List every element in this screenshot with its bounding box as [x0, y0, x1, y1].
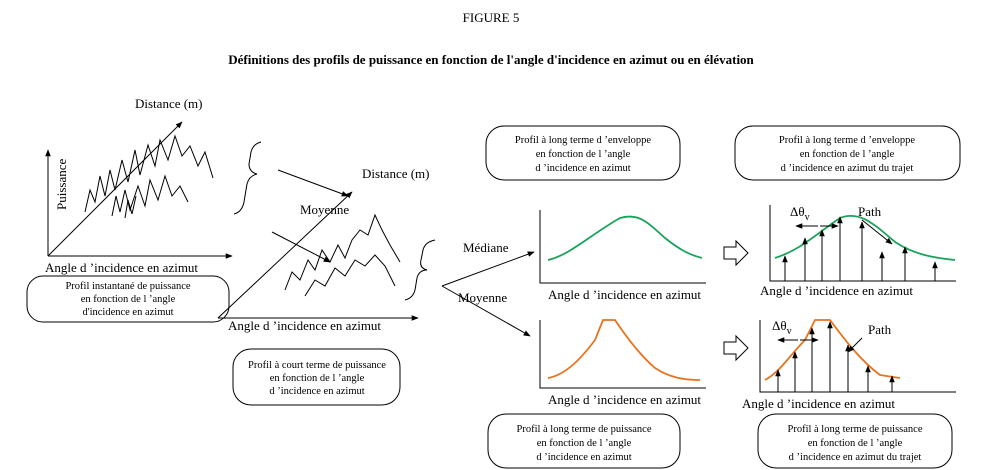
average-label: Moyenne	[300, 202, 349, 217]
brace	[233, 141, 262, 215]
power-paths-plot	[759, 319, 956, 393]
caption-line: d ’incidence en azimut	[535, 163, 630, 174]
arrow	[723, 239, 749, 267]
figure-number: FIGURE 5	[463, 10, 520, 25]
caption-line: d ’incidence en azimut du trajet	[781, 163, 914, 174]
caption-line: Profil à long terme de puissance	[787, 424, 922, 435]
caption-line: d ’incidence en azimut	[536, 452, 631, 463]
instant-plot	[45, 121, 233, 259]
mean-label: Moyenne	[458, 290, 507, 305]
caption-line: en fonction de l ’angle	[536, 149, 631, 160]
brace	[404, 239, 436, 301]
caption-line: en fonction de l ’angle	[808, 438, 903, 449]
caption-line: d ’incidence en azimut du trajet	[789, 452, 922, 463]
path-label: Path	[858, 204, 882, 219]
axis-label: Angle d ’incidence en azimut	[760, 283, 913, 298]
median-label: Médiane	[463, 240, 509, 255]
caption-line: Profil à long terme d ’enveloppe	[779, 135, 916, 146]
caption-line: en fonction de l ’angle	[800, 149, 895, 160]
caption-line: en fonction de l ’angle	[270, 373, 365, 384]
caption-box	[485, 125, 681, 181]
axis-label: Angle d ’incidence en azimut	[45, 260, 198, 275]
caption-box	[26, 275, 230, 323]
axis-label: Angle d ’incidence en azimut	[548, 392, 701, 407]
distance-label: Distance (m)	[135, 96, 203, 111]
caption-line: Profil à long terme d ’enveloppe	[515, 135, 652, 146]
axis-label: Angle d ’incidence en azimut	[548, 287, 701, 302]
caption-line: en fonction de l ’angle	[537, 438, 632, 449]
caption-line: Profil à court terme de puissance	[248, 360, 386, 371]
power-label: Puissance	[54, 159, 69, 211]
caption-box	[487, 413, 681, 469]
caption-line: d'incidence en azimut	[82, 307, 173, 318]
axis-label: Angle d ’incidence en azimut	[742, 396, 895, 411]
caption-line: Profil à long terme de puissance	[516, 424, 651, 435]
power-plot	[539, 319, 706, 389]
distance-label: Distance (m)	[362, 166, 430, 181]
path-label: Path	[868, 322, 892, 337]
spread-label: Δθv	[772, 318, 792, 337]
caption-box	[232, 348, 401, 406]
envelope-paths-plot	[769, 205, 956, 282]
arrow	[723, 334, 749, 362]
caption-line: en fonction de l ’angle	[81, 294, 176, 305]
figure-title: Définitions des profils de puissance en …	[228, 52, 754, 67]
axis-label: Angle d ’incidence en azimut	[228, 318, 381, 333]
envelope-plot	[539, 210, 706, 284]
caption-box	[757, 413, 953, 469]
short-term-plot	[217, 191, 419, 321]
caption-line: d ’incidence en azimut	[269, 386, 364, 397]
caption-line: Profil instantané de puissance	[65, 281, 190, 292]
spread-label: Δθv	[790, 204, 810, 223]
caption-box	[734, 125, 961, 181]
